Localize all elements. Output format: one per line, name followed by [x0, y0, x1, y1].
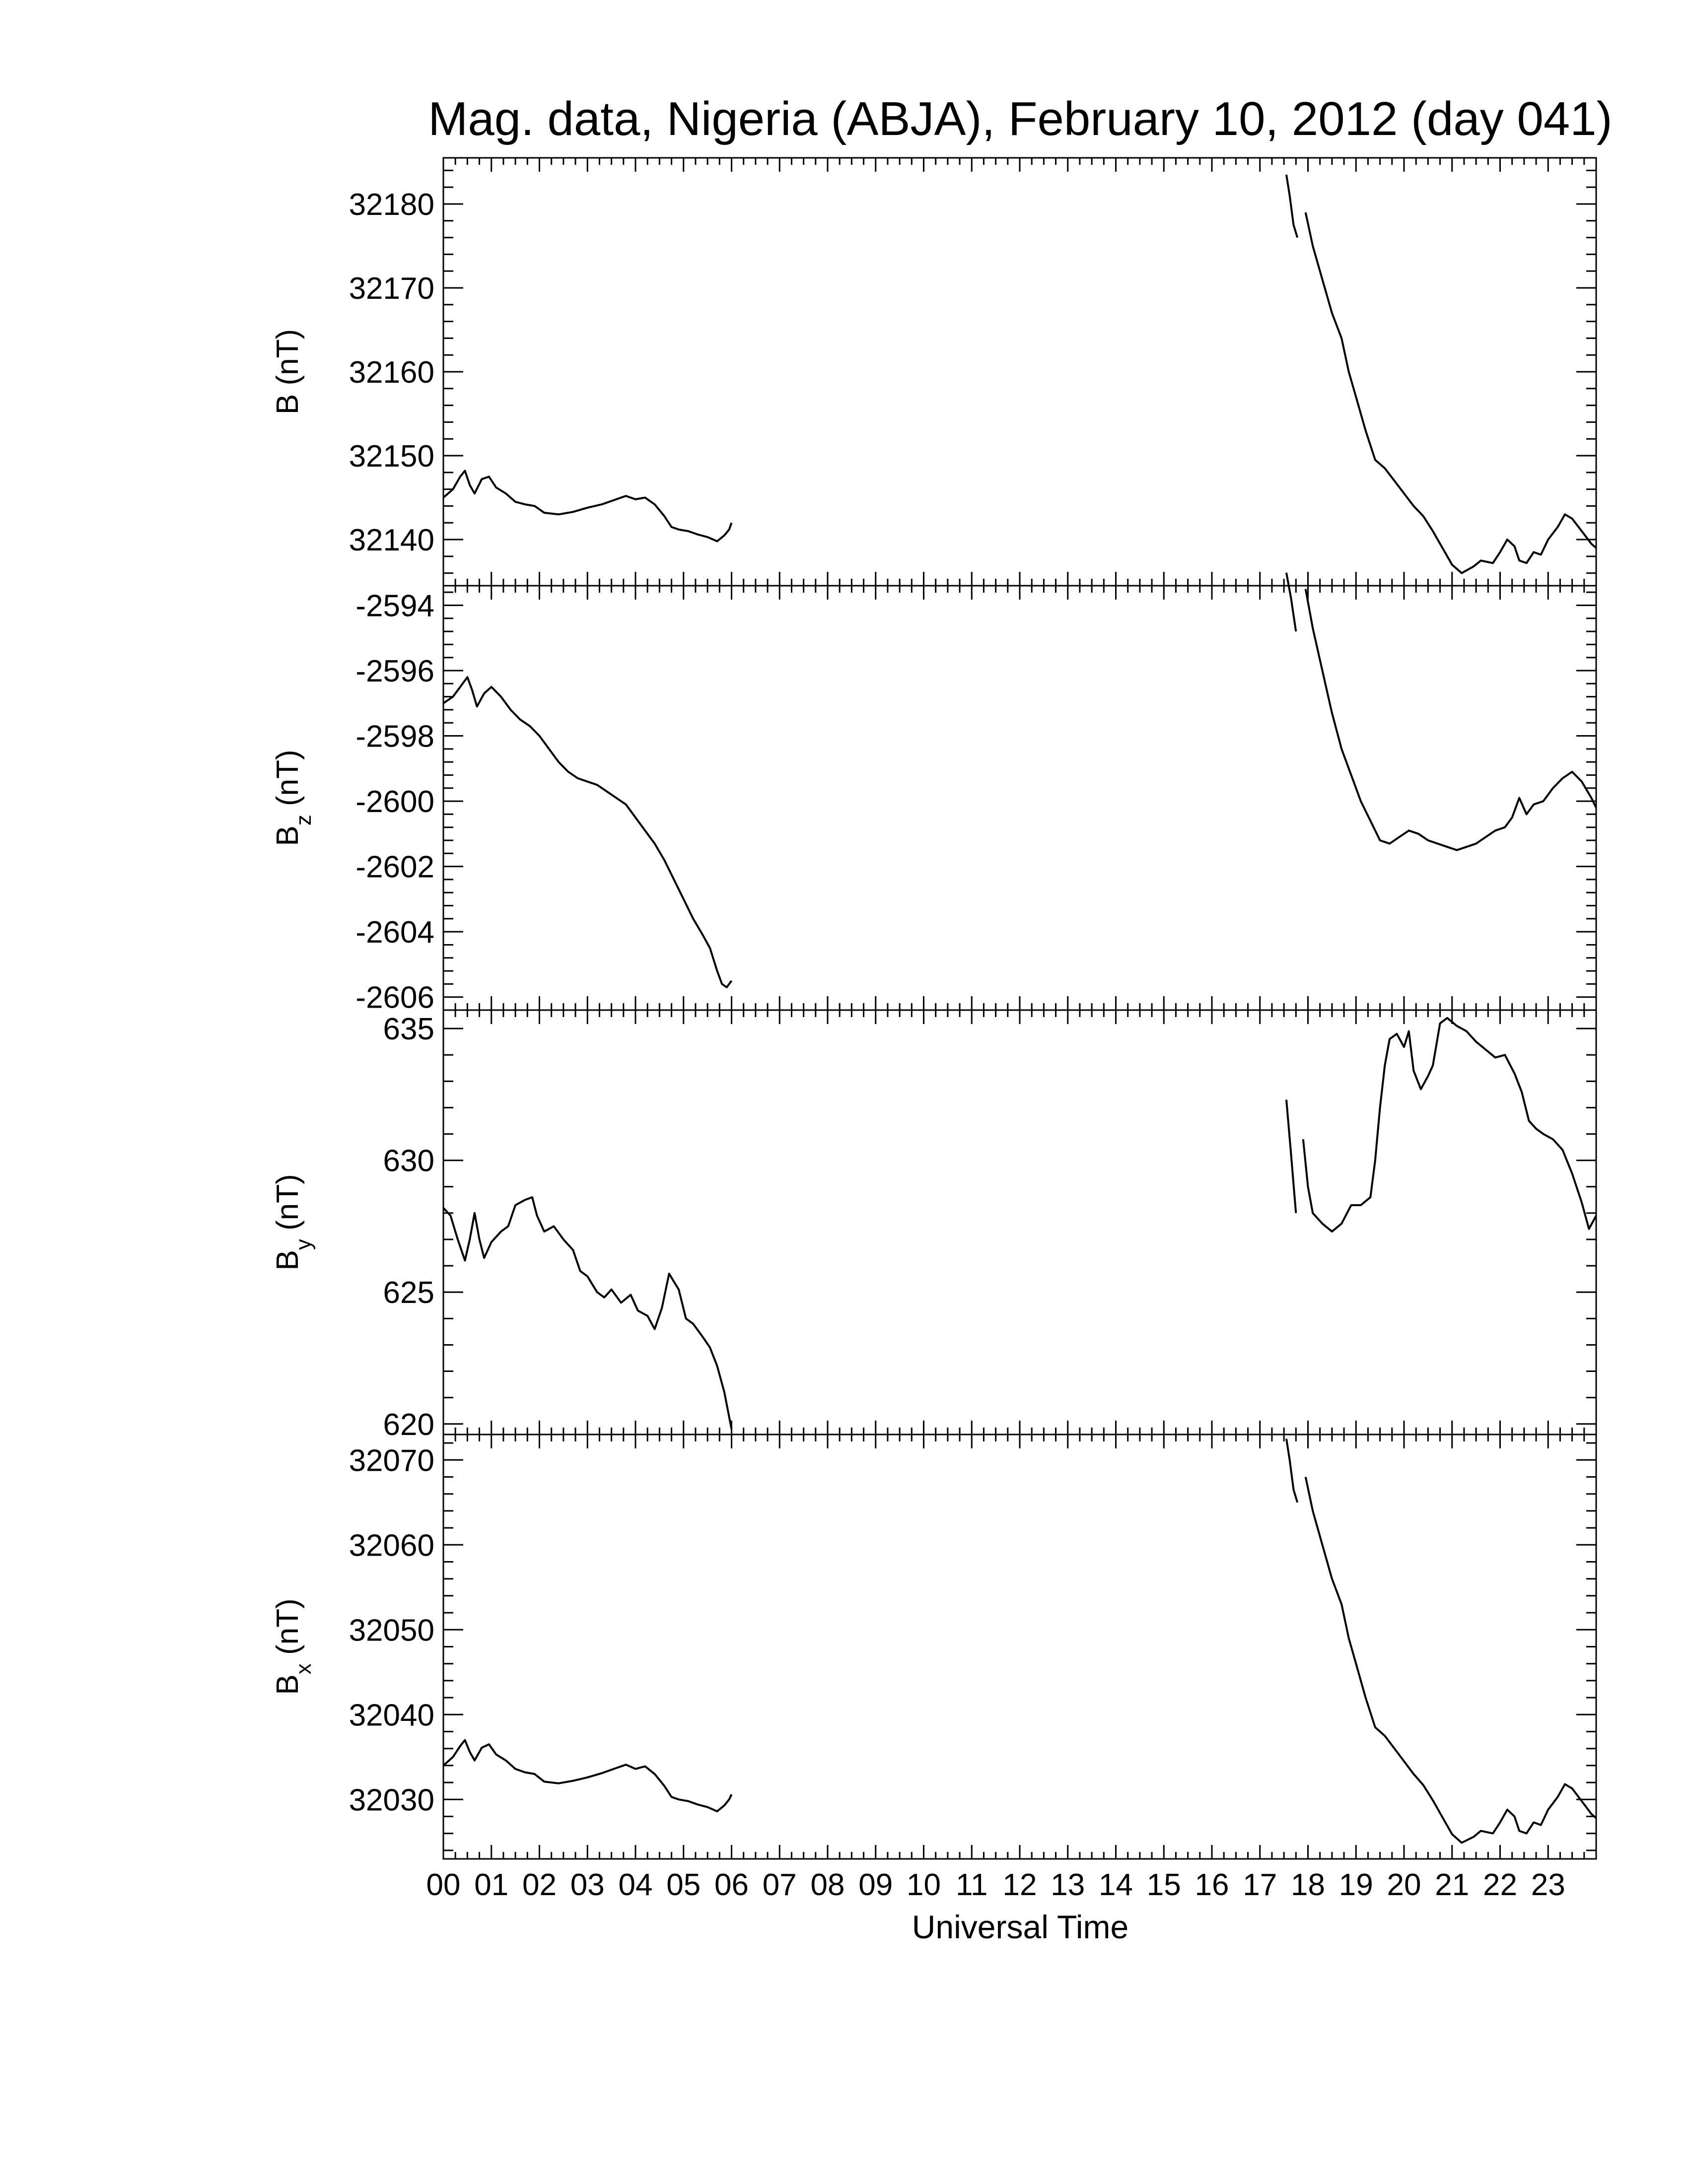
- y-tick-label: 32050: [349, 1613, 434, 1647]
- y-tick-label: 620: [383, 1408, 434, 1442]
- x-tick-label: 17: [1243, 1868, 1277, 1902]
- x-tick-label: 01: [474, 1868, 508, 1902]
- y-axis-title-unit: (nT): [271, 1174, 305, 1239]
- y-tick-label: 635: [383, 1012, 434, 1046]
- y-axis-title: Bz (nT): [271, 750, 316, 846]
- y-axis-title-main: B: [271, 1250, 305, 1270]
- chart-title: Mag. data, Nigeria (ABJA), February 10, …: [428, 92, 1612, 145]
- data-series-line-segment: [1285, 1438, 1299, 1503]
- y-tick-label: 32030: [349, 1783, 434, 1817]
- y-tick-label: 32170: [349, 272, 434, 306]
- y-tick-label: 32040: [349, 1698, 434, 1732]
- x-tick-label: 20: [1387, 1868, 1421, 1902]
- data-series-line-segment: [442, 1739, 733, 1813]
- y-tick-label: 625: [383, 1276, 434, 1310]
- x-tick-label: 11: [956, 1868, 987, 1902]
- y-axis-title: B (nT): [271, 329, 305, 414]
- y-axis-title: Bx (nT): [271, 1598, 316, 1695]
- y-axis-title-unit: (nT): [271, 1598, 305, 1663]
- y-tick-label: 32160: [349, 355, 434, 390]
- x-tick-label: 13: [1051, 1868, 1085, 1902]
- x-tick-label: 03: [570, 1868, 605, 1902]
- data-series-line-segment: [442, 676, 733, 988]
- x-tick-label: 00: [426, 1868, 461, 1902]
- y-axis-title-unit: (nT): [271, 329, 305, 394]
- data-series-line-segment: [442, 1196, 733, 1430]
- y-tick-label: 630: [383, 1144, 434, 1178]
- data-series-line-segment: [1304, 212, 1597, 574]
- data-series-line-segment: [442, 470, 733, 543]
- y-tick-label: 32060: [349, 1528, 434, 1563]
- x-tick-label: 05: [666, 1868, 701, 1902]
- x-tick-label: 08: [811, 1868, 845, 1902]
- panel-3: 32030 32040 32050 32060 32070 Bx (nT): [271, 1433, 1597, 1860]
- x-tick-label: 21: [1435, 1868, 1469, 1902]
- y-tick-label: 32070: [349, 1443, 434, 1478]
- panel-0: 32140 32150 32160 32170 32180 B (nT): [271, 157, 1597, 587]
- data-series-line-segment: [1285, 1099, 1297, 1214]
- x-tick-label: 22: [1483, 1868, 1517, 1902]
- x-tick-label: 10: [907, 1868, 941, 1902]
- y-tick-label: -2598: [355, 720, 434, 754]
- y-axis-title-unit: (nT): [271, 750, 305, 815]
- x-tick-label: 09: [858, 1868, 893, 1902]
- y-axis-title-main: B: [271, 825, 305, 846]
- x-tick-label: 15: [1147, 1868, 1181, 1902]
- y-tick-label: -2606: [355, 981, 434, 1015]
- x-tick-label: 23: [1531, 1868, 1565, 1902]
- x-tick-label: 19: [1339, 1868, 1373, 1902]
- y-axis-title-subscript: x: [291, 1663, 316, 1674]
- y-axis-title-main: B: [271, 394, 305, 414]
- y-tick-label: 32140: [349, 523, 434, 557]
- x-tick-label: 02: [522, 1868, 557, 1902]
- y-tick-label: -2596: [355, 654, 434, 688]
- data-series-line-segment: [1304, 1477, 1597, 1844]
- data-series-line-segment: [1304, 589, 1597, 851]
- y-axis-title: By (nT): [271, 1174, 316, 1270]
- panel-2: 620 625 630 635 By (nT): [271, 1009, 1597, 1442]
- x-tick-label: 18: [1291, 1868, 1325, 1902]
- x-tick-label: 07: [763, 1868, 797, 1902]
- data-series-line-segment: [1285, 572, 1297, 632]
- data-series-line-segment: [1302, 1017, 1597, 1233]
- x-tick-label: 14: [1099, 1868, 1133, 1902]
- x-tick-label: 12: [1003, 1868, 1037, 1902]
- y-axis-title-main: B: [271, 1674, 305, 1695]
- data-series-line-segment: [1285, 174, 1299, 238]
- y-tick-label: -2594: [355, 589, 434, 623]
- x-axis: 00 01 02 03 04 05 06 07 08 09 10 11 12 13 14 15 16 17 18 19…: [426, 1868, 1565, 1902]
- x-tick-label: 04: [619, 1868, 653, 1902]
- x-axis-title: Universal Time: [912, 1909, 1128, 1945]
- y-axis-title-subscript: z: [291, 815, 316, 825]
- y-tick-label: 32180: [349, 188, 434, 222]
- panel-1: -2594 -2596 -2598 -2600 -2602 -2604 -2606 Bz (n…: [271, 572, 1597, 1015]
- x-tick-label: 16: [1195, 1868, 1229, 1902]
- y-axis-title-subscript: y: [291, 1239, 316, 1250]
- y-tick-label: -2600: [355, 785, 434, 819]
- y-tick-label: -2604: [355, 915, 434, 950]
- x-tick-label: 06: [714, 1868, 749, 1902]
- y-tick-label: 32150: [349, 439, 434, 474]
- y-tick-label: -2602: [355, 850, 434, 885]
